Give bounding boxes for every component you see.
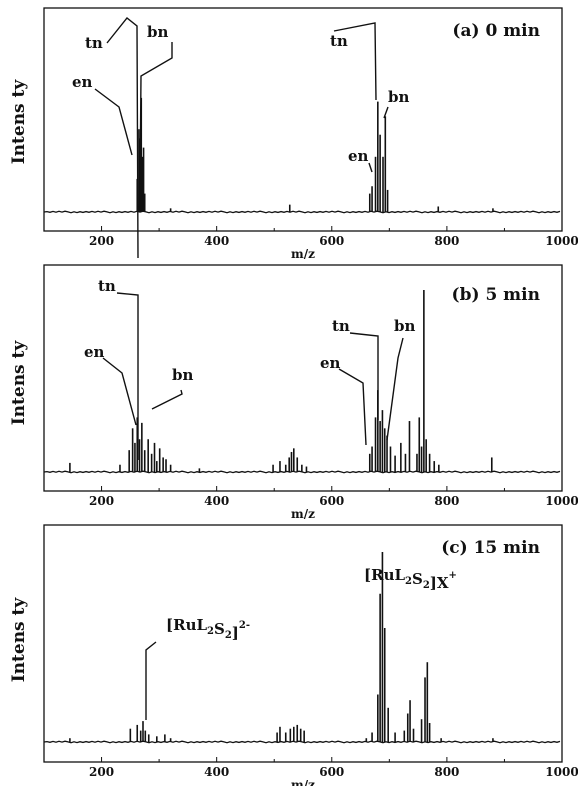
annotation-leader bbox=[368, 162, 373, 173]
annotation-leader bbox=[333, 22, 377, 101]
peak-annotation: [RuL2S2]2- bbox=[166, 616, 250, 642]
x-tick-label: 800 bbox=[434, 494, 459, 508]
annotation-leader bbox=[145, 641, 157, 720]
y-axis-label: Intens ty bbox=[9, 340, 29, 426]
x-tick-label: 400 bbox=[204, 234, 229, 248]
plot-frame bbox=[43, 524, 563, 763]
annotation-leader bbox=[338, 368, 367, 446]
peak-annotation: tn bbox=[98, 277, 116, 295]
x-tick-label: 400 bbox=[204, 494, 229, 508]
peak-annotation: en bbox=[84, 343, 105, 361]
annotation-leader bbox=[386, 337, 404, 441]
x-tick-label: 600 bbox=[319, 234, 344, 248]
peak-annotation: bn bbox=[147, 23, 168, 41]
peak-annotation: en bbox=[320, 354, 341, 372]
peak-annotation: bn bbox=[388, 88, 409, 106]
x-tick-label: 200 bbox=[89, 494, 114, 508]
panel-title: (c) 15 min bbox=[441, 538, 540, 558]
peak-annotation: tn bbox=[85, 34, 103, 52]
x-tick-label: 600 bbox=[319, 494, 344, 508]
panel-title: (a) 0 min bbox=[452, 21, 540, 41]
x-axis-label: m/z bbox=[291, 778, 315, 786]
spectrum-panel-3: 200 400 600 800 1000 m/z Intens ty (c) 15 min [R… bbox=[9, 524, 578, 786]
x-tick-label: 600 bbox=[319, 765, 344, 779]
panel-title: (b) 5 min bbox=[452, 285, 540, 305]
plot-frame bbox=[43, 264, 563, 492]
plot-frame bbox=[43, 7, 563, 232]
y-axis-label: Intens ty bbox=[9, 79, 29, 165]
spectrum-panel-1: 200 400 600 800 1000 m/z Intens ty (a) 0 min tn b… bbox=[9, 7, 578, 261]
peak-annotation: bn bbox=[172, 366, 193, 384]
x-axis-label: m/z bbox=[291, 507, 315, 521]
y-axis-label: Intens ty bbox=[9, 597, 29, 683]
x-axis-label: m/z bbox=[291, 247, 315, 261]
peak-annotation: en bbox=[348, 147, 369, 165]
peak-annotation: bn bbox=[394, 317, 415, 335]
noise-baseline bbox=[43, 210, 561, 214]
annotation-leader bbox=[383, 106, 389, 119]
peak-annotation: en bbox=[72, 73, 93, 91]
annotation-leader bbox=[151, 389, 183, 410]
annotation-leader bbox=[116, 292, 139, 460]
x-tick-label: 1000 bbox=[545, 234, 578, 248]
annotation-leader bbox=[349, 332, 379, 420]
annotation-leader bbox=[139, 42, 173, 191]
x-tick-label: 1000 bbox=[545, 494, 578, 508]
annotation-leader bbox=[106, 17, 139, 259]
annotation-leader bbox=[102, 357, 137, 426]
x-tick-label: 800 bbox=[434, 765, 459, 779]
annotation-leader bbox=[94, 88, 133, 156]
x-tick-label: 400 bbox=[204, 765, 229, 779]
peak-annotation: tn bbox=[330, 32, 348, 50]
spectrum-panel-2: 200 400 600 800 1000 m/z Intens ty (b) 5 min tn b… bbox=[9, 264, 578, 521]
x-tick-label: 200 bbox=[89, 765, 114, 779]
peak-annotation: [RuL2S2]X+ bbox=[364, 566, 457, 592]
peak-annotation: tn bbox=[332, 317, 350, 335]
x-tick-label: 200 bbox=[89, 234, 114, 248]
noise-baseline bbox=[43, 740, 561, 744]
x-tick-label: 800 bbox=[434, 234, 459, 248]
x-tick-label: 1000 bbox=[545, 765, 578, 779]
